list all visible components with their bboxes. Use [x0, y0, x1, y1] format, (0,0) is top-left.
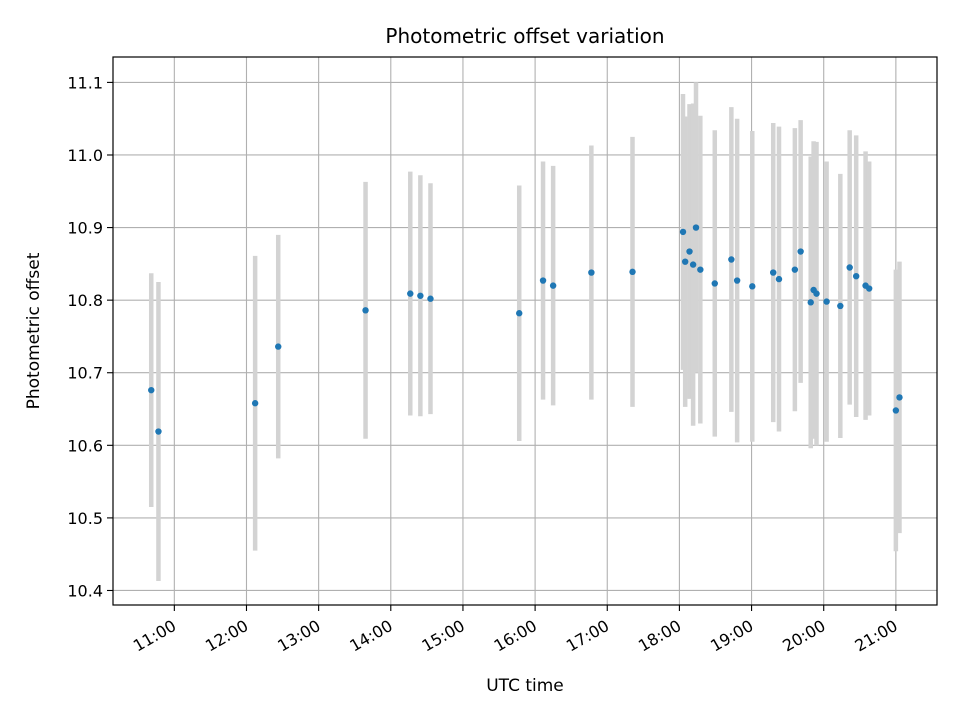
y-tick-label: 10.8 [67, 291, 103, 310]
y-tick-label: 10.9 [67, 219, 103, 238]
data-point [775, 275, 783, 283]
data-point [679, 228, 687, 236]
y-tick-label: 10.5 [67, 509, 103, 528]
y-axis-title: Photometric offset [24, 252, 44, 409]
data-point [813, 290, 820, 297]
data-point [733, 277, 741, 284]
data-point [749, 283, 756, 290]
data-point [689, 261, 697, 268]
chart-title: Photometric offset variation [385, 24, 664, 48]
data-point [275, 343, 282, 350]
data-point [549, 282, 557, 289]
data-point [155, 428, 162, 435]
data-point [148, 386, 155, 394]
data-point [797, 248, 804, 255]
data-point [852, 273, 860, 280]
data-points [148, 224, 903, 435]
data-point [846, 264, 853, 271]
data-point [791, 266, 799, 273]
data-point [770, 269, 777, 276]
plot-frame [112, 56, 938, 606]
data-point [427, 295, 434, 302]
y-tick-label: 10.7 [67, 364, 103, 383]
data-point [407, 290, 414, 297]
data-point [892, 407, 900, 414]
data-point [865, 285, 873, 292]
data-point [516, 310, 523, 317]
y-tick-label: 10.4 [67, 581, 103, 600]
data-point [896, 394, 903, 401]
data-point [417, 292, 424, 299]
y-tick-label: 10.6 [67, 436, 103, 455]
data-point [588, 269, 595, 276]
data-point [539, 277, 547, 284]
data-point [686, 248, 693, 255]
y-tick-label: 11.1 [67, 73, 103, 92]
data-point [692, 224, 700, 231]
y-tick-label: 11.0 [67, 146, 103, 165]
data-point [711, 280, 718, 287]
data-point [629, 268, 636, 276]
x-axis-title: UTC time [486, 676, 564, 696]
data-point [807, 299, 814, 306]
data-point [697, 266, 704, 273]
data-point [823, 298, 830, 305]
y-axis: 10.4 10.5 10.6 10.7 10.8 10.9 11.0 11.1 [67, 73, 113, 600]
data-point [681, 258, 689, 265]
data-point [251, 400, 259, 407]
data-point [837, 302, 844, 310]
data-point [362, 307, 369, 314]
data-point [728, 256, 735, 263]
